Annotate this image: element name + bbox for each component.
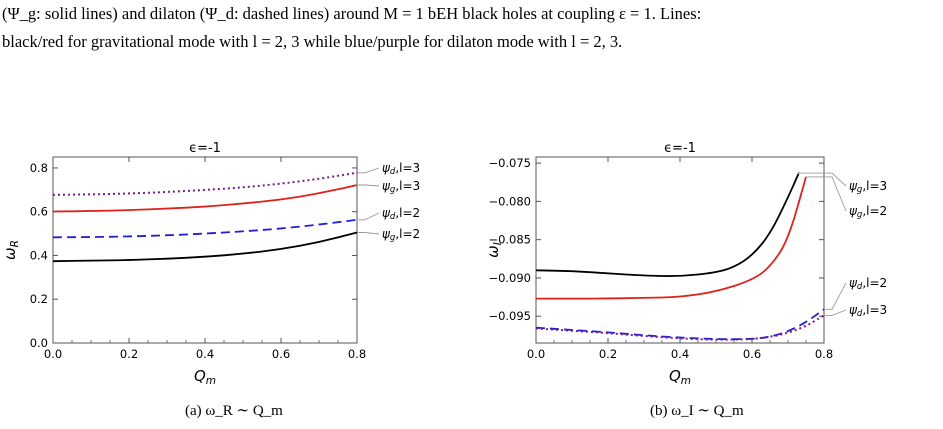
- caption-line-1: (Ψ_g: solid lines) and dilaton (Ψ_d: das…: [2, 4, 702, 23]
- y-tick-label: −0.075: [488, 156, 531, 170]
- y-tick-label: 0.4: [30, 248, 48, 262]
- x-axis-label: Qm: [194, 367, 216, 387]
- x-tick-label: 0.8: [348, 347, 366, 361]
- series-line: [52, 231, 358, 263]
- y-tick-label: 0.6: [30, 205, 48, 219]
- y-tick-label: −0.095: [488, 309, 531, 323]
- legend-leader: [798, 172, 847, 187]
- y-axis-label: ωR: [1, 240, 21, 260]
- y-tick-label: −0.090: [488, 271, 531, 285]
- series-label: ψg,l=2: [382, 227, 420, 243]
- x-tick-label: 0.2: [120, 347, 138, 361]
- series-label: ψd,l=2: [849, 276, 887, 292]
- subcaption-a: (a) ω_R ∼ Q_m: [185, 403, 283, 419]
- plot-frame: [52, 156, 358, 344]
- legend-leader: [357, 232, 380, 235]
- y-tick-label: 0.2: [30, 292, 48, 306]
- x-tick-label: 0.6: [743, 347, 761, 361]
- series-line: [535, 314, 825, 341]
- legend-leader: [824, 309, 847, 316]
- legend-leader: [357, 167, 380, 174]
- x-axis-label: Qm: [669, 367, 691, 387]
- x-tick-label: 0.0: [527, 347, 545, 361]
- subcaption-b: (b) ω_I ∼ Q_m: [650, 403, 744, 419]
- y-tick-label: −0.085: [488, 233, 531, 247]
- legend-leader: [357, 212, 380, 221]
- x-tick-label: 0.2: [599, 347, 617, 361]
- series-line: [52, 218, 358, 239]
- series-line: [52, 184, 358, 213]
- series-line: [536, 176, 807, 300]
- x-tick-label: 0.0: [44, 347, 62, 361]
- x-tick-label: 0.8: [815, 347, 833, 361]
- legend-leader: [357, 184, 380, 187]
- y-axis-label: ωI: [484, 242, 504, 258]
- caption-line-2: black/red for gravitational mode with l …: [2, 32, 623, 51]
- chart-a: 0.0 0.2 0.4 0.6 0.8 0.0 0.2 0.4 0.6 0.8 ϵ=-1 Qm ωR ψd…: [1, 141, 420, 387]
- series-line: [535, 172, 800, 277]
- chart-title: ϵ=-1: [189, 141, 221, 156]
- series-label: ψd,l=3: [382, 161, 420, 177]
- x-tick-label: 0.6: [272, 347, 290, 361]
- series-line: [52, 171, 358, 196]
- series-label: ψg,l=3: [849, 179, 887, 195]
- y-tick-label: 0.8: [30, 161, 48, 175]
- y-tick-label: 0.0: [30, 336, 48, 350]
- y-tick-label: −0.080: [488, 194, 531, 208]
- x-tick-label: 0.4: [671, 347, 689, 361]
- legend-leader: [824, 282, 847, 310]
- series-label: ψg,l=3: [382, 179, 420, 195]
- chart-title: ϵ=-1: [664, 141, 696, 156]
- series-label: ψg,l=2: [849, 204, 887, 220]
- series-label: ψd,l=2: [382, 206, 420, 222]
- series-label: ψd,l=3: [849, 303, 887, 319]
- legend-leader: [806, 176, 847, 212]
- chart-b: 0.0 0.2 0.4 0.6 0.8 −0.075 −0.080 −0.085 −0.090 −…: [484, 141, 887, 387]
- x-tick-label: 0.4: [196, 347, 214, 361]
